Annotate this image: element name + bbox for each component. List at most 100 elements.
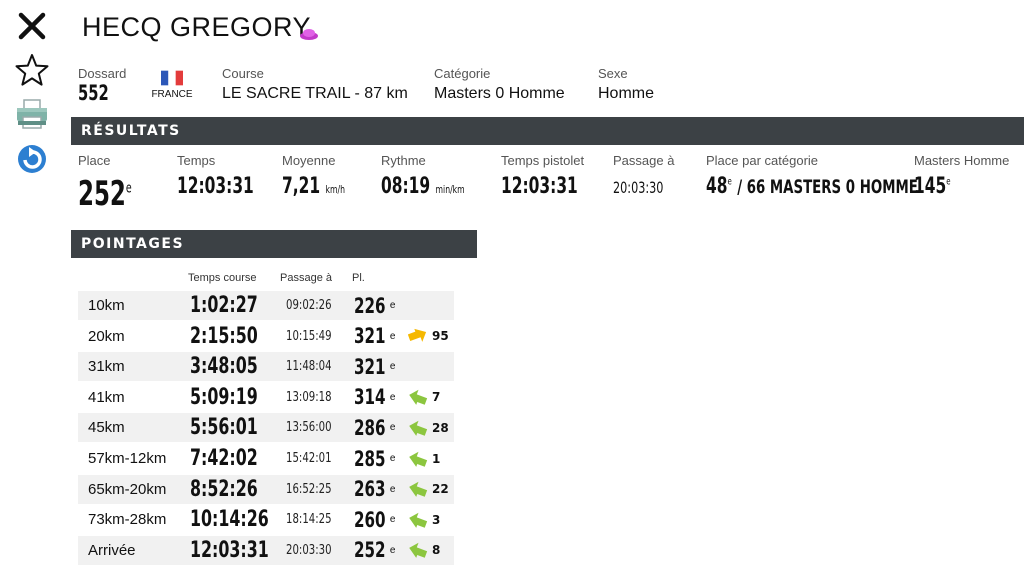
pointage-passage: 15:42:01	[286, 451, 332, 466]
rythme-label: Rythme	[381, 153, 426, 168]
pointage-place: 286 e	[354, 415, 396, 440]
sexe-value: Homme	[598, 85, 655, 102]
categorie-value: Masters 0 Homme	[434, 85, 565, 102]
pointage-passage: 13:09:18	[286, 389, 332, 405]
pointage-row: 20km 2:15:50 10:15:49 321 e 95	[78, 322, 454, 351]
pistolet-label: Temps pistolet	[501, 153, 585, 168]
pointage-delta: 8	[408, 536, 440, 565]
pointage-row: 10km 1:02:27 09:02:26 226 e	[78, 291, 454, 320]
moyenne-block: Moyenne 7,21 km/h	[282, 153, 363, 199]
rank-up-arrow-icon	[409, 390, 428, 406]
pointage-passage: 18:14:25	[286, 512, 332, 528]
pointage-row: 41km 5:09:19 13:09:18 314 e 7	[78, 383, 454, 412]
pointage-row: 65km-20km 8:52:26 16:52:25 263 e 22	[78, 474, 454, 504]
pointage-name: 65km-20km	[88, 480, 167, 498]
temps-block: Temps 12:03:31	[177, 153, 275, 199]
pointage-delta: 7	[408, 383, 440, 412]
course-value: LE SACRE TRAIL - 87 km	[222, 85, 408, 102]
close-button[interactable]	[14, 8, 50, 44]
moyenne-value: 7,21 km/h	[282, 174, 345, 199]
pointage-row: 45km 5:56:01 13:56:00 286 e 28	[78, 413, 454, 443]
pointage-delta: 22	[408, 475, 449, 504]
categorie-label: Catégorie	[434, 66, 491, 81]
passage-label: Passage à	[613, 153, 675, 168]
pointage-place: 285 e	[354, 446, 396, 471]
pointage-name: 31km	[88, 358, 125, 376]
col-place: Pl.	[352, 272, 365, 284]
col-temps-course: Temps course	[188, 272, 257, 284]
categorie-place-block: Place par catégorie 48e / 66 MASTERS 0 H…	[706, 153, 978, 199]
rank-up-arrow-icon	[409, 543, 428, 559]
pointage-passage: 16:52:25	[286, 481, 332, 497]
country-label: FRANCE	[151, 89, 193, 100]
pointage-name: 41km	[88, 388, 125, 406]
france-flag-icon	[161, 70, 183, 86]
pointage-place: 314 e	[354, 385, 396, 410]
rythme-block: Rythme 08:19 min/km	[381, 153, 488, 199]
pointage-delta: 1	[408, 444, 440, 473]
dossard-label: Dossard	[78, 66, 127, 81]
pointage-passage: 13:56:00	[286, 420, 332, 436]
masters-homme-value: 145e	[914, 174, 951, 199]
rank-up-arrow-icon	[409, 512, 428, 528]
pointage-passage: 20:03:30	[286, 542, 332, 558]
pointage-delta: 28	[408, 413, 449, 442]
masters-homme-block: Masters Homme 145e	[914, 153, 1009, 199]
country-block: FRANCE	[150, 70, 194, 100]
pointage-place: 263 e	[354, 477, 396, 502]
col-passage: Passage à	[280, 272, 332, 284]
pointage-name: 73km-28km	[88, 511, 167, 529]
pointage-row: 73km-28km 10:14:26 18:14:25 260 e 3	[78, 505, 454, 534]
pointage-name: 57km-12km	[88, 450, 167, 467]
dossard-block: Dossard 552	[78, 66, 126, 105]
course-block: Course LE SACRE TRAIL - 87 km	[222, 66, 408, 103]
categorie-block: Catégorie Masters 0 Homme	[434, 66, 565, 103]
pointage-time: 5:56:01	[190, 415, 258, 441]
passage-block: Passage à 20:03:30	[613, 153, 678, 198]
pointage-row: 57km-12km 7:42:02 15:42:01 285 e 1	[78, 444, 454, 473]
pointage-name: 10km	[88, 297, 125, 314]
pointage-time: 2:15:50	[190, 323, 258, 349]
pointage-delta: 3	[408, 505, 440, 534]
pointage-name: 20km	[88, 327, 125, 345]
pointage-time: 1:02:27	[190, 293, 258, 318]
print-button[interactable]	[14, 96, 50, 132]
course-label: Course	[222, 66, 264, 81]
rank-down-arrow-icon	[408, 328, 427, 342]
pointage-place: 321 e	[354, 324, 396, 349]
pointage-time: 7:42:02	[190, 446, 258, 471]
place-value: 252e	[78, 174, 132, 214]
pointage-time: 5:09:19	[190, 384, 258, 410]
pointage-time: 3:48:05	[190, 354, 258, 380]
marker-icon	[300, 29, 318, 40]
temps-value: 12:03:31	[177, 174, 254, 199]
rank-up-arrow-icon	[409, 481, 428, 497]
pointage-row: Arrivée 12:03:31 20:03:30 252 e 8	[78, 535, 454, 565]
temps-label: Temps	[177, 153, 216, 168]
favorite-button[interactable]	[14, 52, 50, 88]
pointage-delta: 95	[408, 322, 449, 351]
pointage-place: 226 e	[354, 293, 396, 318]
pointage-place: 321 e	[354, 354, 396, 379]
rythme-value: 08:19 min/km	[381, 174, 465, 199]
place-block: Place 252e	[78, 153, 150, 214]
pointage-name: 45km	[88, 419, 125, 437]
pistolet-block: Temps pistolet 12:03:31	[501, 153, 599, 199]
pointage-row: 31km 3:48:05 11:48:04 321 e	[78, 352, 454, 382]
rank-up-arrow-icon	[409, 420, 428, 436]
pointage-passage: 09:02:26	[286, 298, 332, 313]
pointage-passage: 10:15:49	[286, 328, 332, 344]
refresh-button[interactable]	[14, 140, 50, 176]
pointage-time: 8:52:26	[190, 476, 258, 502]
pointage-place: 260 e	[354, 507, 396, 532]
pointage-passage: 11:48:04	[286, 359, 332, 375]
pointage-time: 12:03:31	[190, 537, 269, 563]
categorie-place-label: Place par catégorie	[706, 153, 819, 168]
sexe-label: Sexe	[598, 66, 628, 81]
pointage-place: 252 e	[354, 538, 396, 563]
dossard-value: 552	[78, 81, 109, 105]
moyenne-label: Moyenne	[282, 153, 336, 168]
categorie-place-value: 48e / 66 MASTERS 0 HOMME	[706, 174, 918, 199]
pistolet-value: 12:03:31	[501, 174, 578, 199]
results-header: RÉSULTATS	[71, 117, 1024, 145]
